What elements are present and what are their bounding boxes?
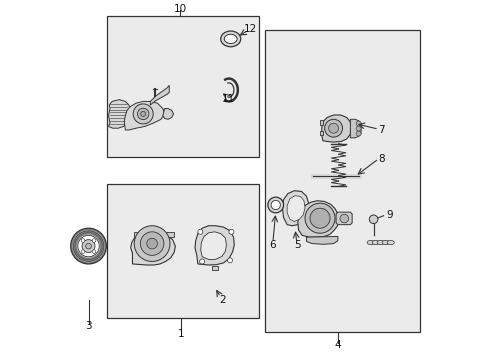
Polygon shape <box>320 120 323 125</box>
Circle shape <box>227 258 232 263</box>
Circle shape <box>229 229 234 234</box>
Text: 2: 2 <box>219 295 226 305</box>
Text: 8: 8 <box>378 154 385 164</box>
Circle shape <box>329 123 339 133</box>
Polygon shape <box>298 201 339 237</box>
Circle shape <box>147 238 157 249</box>
Text: 11: 11 <box>221 94 235 104</box>
Polygon shape <box>336 212 352 225</box>
Circle shape <box>82 240 95 252</box>
Ellipse shape <box>220 31 241 47</box>
Ellipse shape <box>377 240 384 245</box>
Ellipse shape <box>372 240 379 245</box>
Polygon shape <box>124 102 165 130</box>
Polygon shape <box>320 131 323 135</box>
Circle shape <box>271 201 280 210</box>
Polygon shape <box>167 232 173 237</box>
Circle shape <box>310 208 330 228</box>
Text: 7: 7 <box>378 125 385 135</box>
Polygon shape <box>350 119 361 138</box>
Polygon shape <box>134 232 141 237</box>
Ellipse shape <box>387 240 394 245</box>
Polygon shape <box>287 196 305 221</box>
Polygon shape <box>163 109 173 119</box>
Circle shape <box>81 239 85 242</box>
Text: 6: 6 <box>270 240 276 250</box>
Circle shape <box>134 226 170 261</box>
Polygon shape <box>201 232 226 260</box>
Circle shape <box>305 203 335 233</box>
Bar <box>107 16 259 157</box>
Text: 10: 10 <box>173 4 187 14</box>
Text: 5: 5 <box>294 240 301 250</box>
Ellipse shape <box>382 240 390 245</box>
Circle shape <box>78 235 99 257</box>
Ellipse shape <box>367 240 374 245</box>
Circle shape <box>356 131 361 136</box>
Circle shape <box>356 121 361 126</box>
Circle shape <box>340 214 348 223</box>
Circle shape <box>75 233 102 260</box>
Circle shape <box>369 215 378 224</box>
Polygon shape <box>195 226 234 265</box>
Circle shape <box>138 108 149 120</box>
Polygon shape <box>322 115 351 142</box>
Circle shape <box>92 239 96 242</box>
Circle shape <box>133 104 153 124</box>
Text: 12: 12 <box>244 24 257 34</box>
Text: 1: 1 <box>177 329 184 339</box>
Polygon shape <box>283 191 309 226</box>
Polygon shape <box>109 100 130 128</box>
Polygon shape <box>150 85 169 105</box>
Bar <box>265 30 420 332</box>
Circle shape <box>81 250 85 253</box>
Bar <box>107 184 259 318</box>
Circle shape <box>140 232 164 255</box>
Ellipse shape <box>224 34 237 44</box>
Circle shape <box>199 259 205 264</box>
Circle shape <box>92 250 96 253</box>
Text: 9: 9 <box>386 210 393 220</box>
Polygon shape <box>306 237 338 244</box>
Circle shape <box>73 231 104 261</box>
Circle shape <box>71 228 106 264</box>
Text: 3: 3 <box>85 321 92 331</box>
Circle shape <box>86 243 92 249</box>
Polygon shape <box>131 229 175 265</box>
Polygon shape <box>212 266 218 270</box>
Circle shape <box>325 119 343 137</box>
Circle shape <box>198 229 203 234</box>
Text: 4: 4 <box>335 340 341 350</box>
Circle shape <box>356 126 361 131</box>
Circle shape <box>268 197 284 213</box>
Circle shape <box>141 111 146 116</box>
